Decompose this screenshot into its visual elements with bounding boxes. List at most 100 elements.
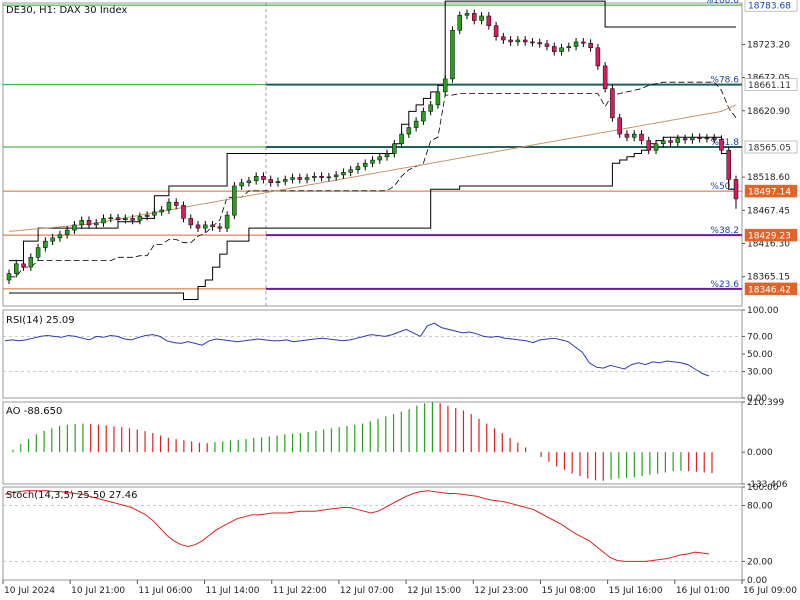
candle-body <box>566 46 572 49</box>
candle-body <box>188 218 193 226</box>
candle-body <box>646 140 652 151</box>
ao-tick-label: -133.406 <box>747 480 788 490</box>
candle-body <box>173 201 179 206</box>
candle-body <box>101 218 106 224</box>
candle-body <box>362 163 368 167</box>
candle-body <box>552 46 557 52</box>
candle-body <box>268 179 273 183</box>
fib-label: %23.6 <box>710 280 739 290</box>
candle-body <box>573 41 579 47</box>
candle-body <box>602 65 608 89</box>
time-tick-label: 15 Jul 08:00 <box>541 586 595 596</box>
price-panel[interactable]: %100.0 %78.6 %61.8 %50.0 %38.2 %23.6 18723.20 1… <box>2 0 798 307</box>
rsi-tick-label: 50.00 <box>747 350 773 360</box>
candle-body <box>14 263 19 274</box>
candle-body <box>326 176 332 179</box>
candle-body <box>224 214 230 229</box>
candle-body <box>283 179 288 182</box>
time-tick-label: 11 Jul 22:00 <box>273 586 327 596</box>
candle-body <box>457 15 462 31</box>
candle-body <box>181 205 186 219</box>
candle-body <box>435 91 441 106</box>
candle-body <box>144 214 150 217</box>
price-level-label: 18783.68 <box>748 2 791 12</box>
candle-body <box>486 15 492 26</box>
price-level-label-box <box>744 0 798 12</box>
ao-panel[interactable]: 210.399 0.000 -133.406 <box>2 398 788 490</box>
candle-body <box>115 217 121 220</box>
time-tick-label: 15 Jul 16:00 <box>609 586 663 596</box>
candle-body <box>275 181 281 183</box>
candle-body <box>166 201 172 211</box>
price-level-label: 18429.23 <box>748 232 791 242</box>
price-level-label-box <box>744 282 798 296</box>
price-level-label-box <box>744 78 798 91</box>
time-tick-label: 11 Jul 14:00 <box>206 586 260 596</box>
candle-body <box>537 42 542 45</box>
candle-body <box>203 224 208 229</box>
channel-upper-line <box>9 0 736 262</box>
time-tick-label: 11 Jul 06:00 <box>138 586 192 596</box>
candle-body <box>610 88 615 119</box>
candle-body <box>675 138 681 143</box>
price-level-label: 18565.05 <box>748 144 791 154</box>
candle-body <box>617 117 622 135</box>
stoch-label: Stoch(14,3,5) 25.50 27.46 <box>6 490 137 501</box>
price-level-label-box <box>744 228 798 242</box>
candle-body <box>479 15 484 21</box>
candle-body <box>428 104 433 112</box>
candle-body <box>79 220 84 226</box>
time-tick-label: 16 Jul 01:00 <box>676 586 730 596</box>
candle-body <box>581 41 586 44</box>
candle-body <box>682 138 688 141</box>
price-level-label-box <box>744 184 798 198</box>
stoch-tick-label: 20.00 <box>747 557 773 567</box>
candle-body <box>522 39 528 43</box>
candle-body <box>413 120 419 128</box>
channel-mid-line <box>9 81 737 278</box>
candle-body <box>333 174 339 178</box>
price-level-label-box <box>744 140 798 154</box>
candle-body <box>43 240 48 248</box>
candle-body <box>152 211 157 216</box>
ao-tick-label: 0.000 <box>747 448 773 458</box>
price-tick-label: 18723.20 <box>747 40 790 50</box>
stoch-tick-label: 0.00 <box>747 576 767 586</box>
candle-body <box>530 41 535 44</box>
candle-body <box>312 175 317 178</box>
price-level-label: 18497.14 <box>748 188 791 198</box>
rsi-tick-label: 70.00 <box>747 332 773 342</box>
candle-body <box>50 237 55 242</box>
stoch-panel[interactable]: 100.00 80.00 20.00 0.00 <box>2 483 779 586</box>
candle-body <box>733 179 739 200</box>
price-level-label: 18661.11 <box>748 81 791 91</box>
candle-body <box>464 13 470 16</box>
rsi-label: RSI(14) 25.09 <box>6 315 75 326</box>
candle-body <box>370 159 375 164</box>
candle-body <box>472 13 477 21</box>
ao-label: AO -88.650 <box>6 406 62 417</box>
fib-label: %78.6 <box>710 76 739 86</box>
candle-body <box>57 234 63 239</box>
rsi-tick-label: 100.00 <box>747 306 779 316</box>
price-tick-label: 18620.90 <box>747 107 790 117</box>
candle-body <box>631 133 637 138</box>
stoch-line <box>4 490 710 562</box>
candle-body <box>711 137 717 140</box>
candle-body <box>261 175 266 180</box>
rsi-panel[interactable]: 100.00 70.00 50.00 30.00 0.00 <box>2 306 779 404</box>
fib-label: %61.8 <box>710 138 739 148</box>
candle-body <box>639 133 644 141</box>
candle-body <box>239 182 244 187</box>
candle-body <box>399 133 404 145</box>
time-tick-label: 16 Jul 09:00 <box>743 586 797 596</box>
candle-body <box>726 150 731 180</box>
candle-body <box>450 30 455 80</box>
candle-body <box>86 220 92 226</box>
candle-body <box>690 137 695 141</box>
stoch-frame <box>2 486 743 581</box>
candle-body <box>93 222 99 226</box>
channel-lower-line <box>9 136 737 300</box>
candle-body <box>137 216 143 221</box>
